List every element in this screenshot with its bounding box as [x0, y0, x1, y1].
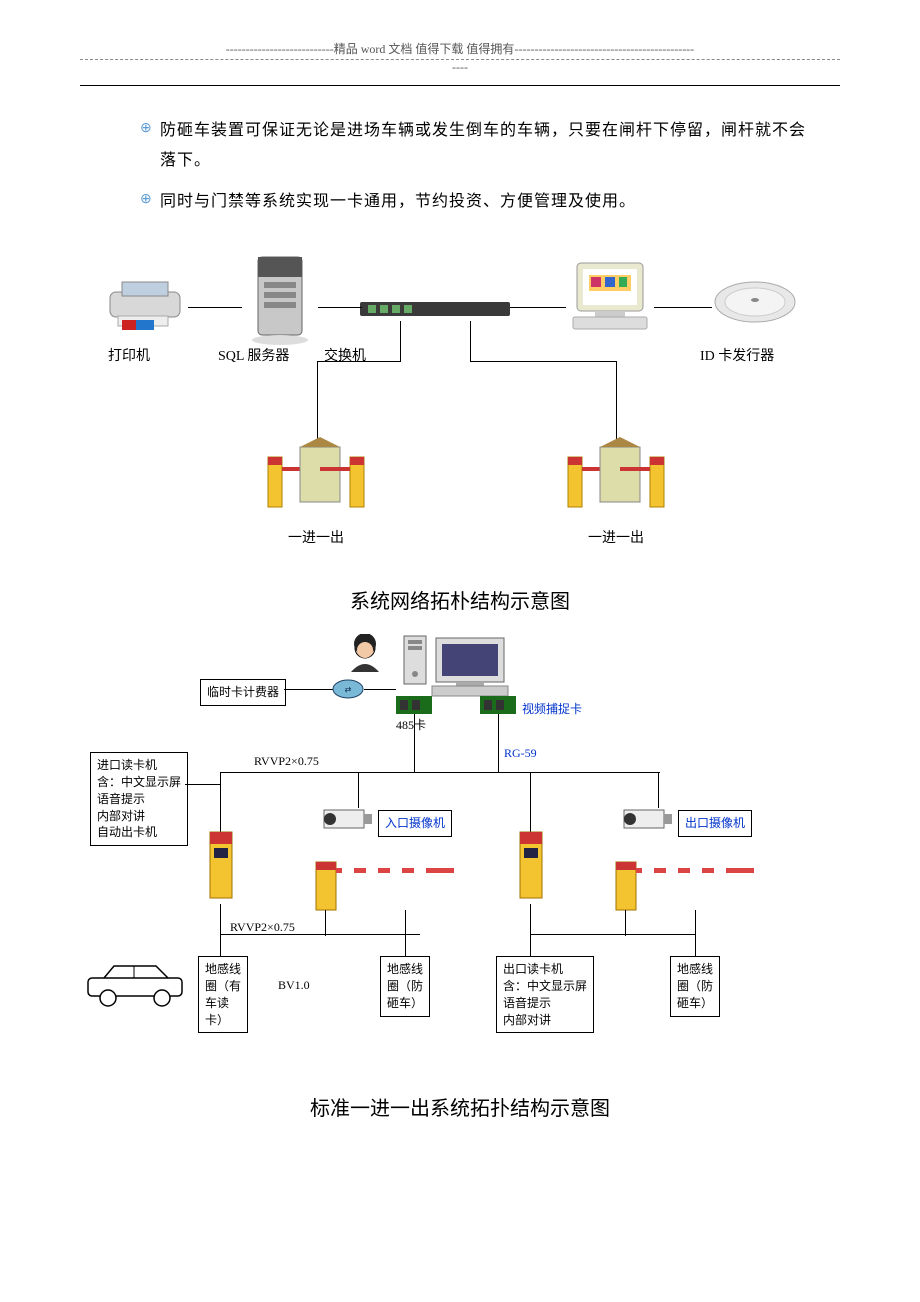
edge: [695, 910, 696, 956]
loop-anti1-box: 地感线 圈（防 砸车）: [380, 956, 430, 1016]
edge: [325, 910, 326, 936]
svg-text:⇄: ⇄: [345, 685, 352, 694]
bullet-icon: ⊕: [140, 191, 160, 208]
bv-label: BV1.0: [278, 978, 310, 993]
camera-in-label: 入口摄像机: [378, 810, 452, 837]
entry-reader-box: 进口读卡机 含：中文显示屏 语音提示 内部对讲 自动出卡机: [90, 752, 188, 846]
header-line-1: ---------------------------精品 word 文档 值得…: [80, 40, 840, 57]
entry-reader-pillar-icon: [204, 826, 238, 911]
edge: [530, 934, 696, 935]
gate-icon: [260, 437, 380, 522]
rg59-label: RG-59: [504, 746, 537, 761]
server-label: SQL 服务器: [218, 345, 289, 365]
edge: [284, 689, 334, 690]
figure1-title: 系统网络拓朴结构示意图: [80, 585, 840, 614]
edge: [616, 361, 617, 441]
pc-tower-icon: [400, 634, 430, 694]
edge: [498, 714, 499, 772]
rvvp-label-2: RVVP2×0.75: [230, 920, 295, 935]
edge: [530, 904, 531, 956]
bullet-icon: ⊕: [140, 120, 160, 137]
gate2-label: 一进一出: [588, 527, 644, 547]
bullet-list: ⊕ 防砸车装置可保证无论是进场车辆或发生倒车的车辆，只要在闸杆下停留，闸杆就不会…: [140, 116, 820, 217]
edge: [470, 321, 471, 361]
printer-icon: [100, 272, 190, 337]
edge: [220, 904, 221, 956]
edge: [414, 714, 415, 772]
bullet-text: 同时与门禁等系统实现一卡通用，节约投资、方便管理及使用。: [160, 187, 636, 217]
edge: [318, 307, 362, 308]
header-underline: [80, 85, 840, 86]
monitor-icon: [565, 255, 655, 345]
edge: [364, 689, 396, 690]
edge: [358, 772, 359, 808]
edge: [470, 361, 617, 362]
edge: [405, 910, 406, 956]
gate-icon: [560, 437, 680, 522]
edge: [185, 784, 221, 785]
exit-barrier-icon: [612, 844, 762, 919]
edge: [188, 307, 242, 308]
switch-icon: [360, 297, 510, 327]
car-icon: [80, 960, 190, 1015]
list-item: ⊕ 同时与门禁等系统实现一卡通用，节约投资、方便管理及使用。: [140, 187, 820, 217]
edge: [510, 307, 566, 308]
printer-label: 打印机: [108, 345, 150, 365]
camera-out-icon: [616, 804, 676, 839]
loop-anti2-box: 地感线 圈（防 砸车）: [670, 956, 720, 1016]
camera-in-icon: [316, 804, 376, 839]
server-icon: [240, 252, 320, 352]
edge: [625, 910, 626, 936]
card485-label: 485卡: [396, 716, 426, 733]
router-icon: ⇄: [332, 678, 364, 705]
tempcard-box: 临时卡计费器: [200, 679, 286, 706]
exit-reader-pillar-icon: [514, 826, 548, 911]
entry-barrier-icon: [312, 844, 462, 919]
card-reader-label: ID 卡发行器: [700, 345, 774, 365]
operator-icon: [345, 634, 385, 679]
edge: [654, 307, 712, 308]
bullet-text: 防砸车装置可保证无论是进场车辆或发生倒车的车辆，只要在闸杆下停留，闸杆就不会落下…: [160, 116, 820, 177]
edge: [220, 772, 660, 773]
header-line-2: ----: [80, 60, 840, 75]
switch-label: 交换机: [324, 345, 366, 365]
rvvp-label-1: RVVP2×0.75: [254, 754, 319, 769]
edge: [658, 772, 659, 808]
standard-topology-diagram: 临时卡计费器 ⇄ 485卡 视频捕捉卡 RVVP2×0.75 RG-59 进口读…: [80, 634, 840, 1074]
pc-monitor-icon: [430, 634, 510, 704]
edge: [400, 321, 401, 361]
network-topology-diagram: 打印机 SQL 服务器 交换机: [80, 237, 840, 567]
figure2-title: 标准一进一出系统拓扑结构示意图: [80, 1092, 840, 1121]
edge: [317, 361, 401, 362]
edge: [220, 934, 420, 935]
camera-out-label: 出口摄像机: [678, 810, 752, 837]
gate1-label: 一进一出: [288, 527, 344, 547]
exit-reader-box: 出口读卡机 含：中文显示屏 语音提示 内部对讲: [496, 956, 594, 1033]
edge: [317, 361, 318, 441]
loop-read-box: 地感线 圈（有 车读 卡）: [198, 956, 248, 1033]
list-item: ⊕ 防砸车装置可保证无论是进场车辆或发生倒车的车辆，只要在闸杆下停留，闸杆就不会…: [140, 116, 820, 177]
card-reader-icon: [710, 277, 800, 332]
videocard-label: 视频捕捉卡: [522, 700, 582, 717]
